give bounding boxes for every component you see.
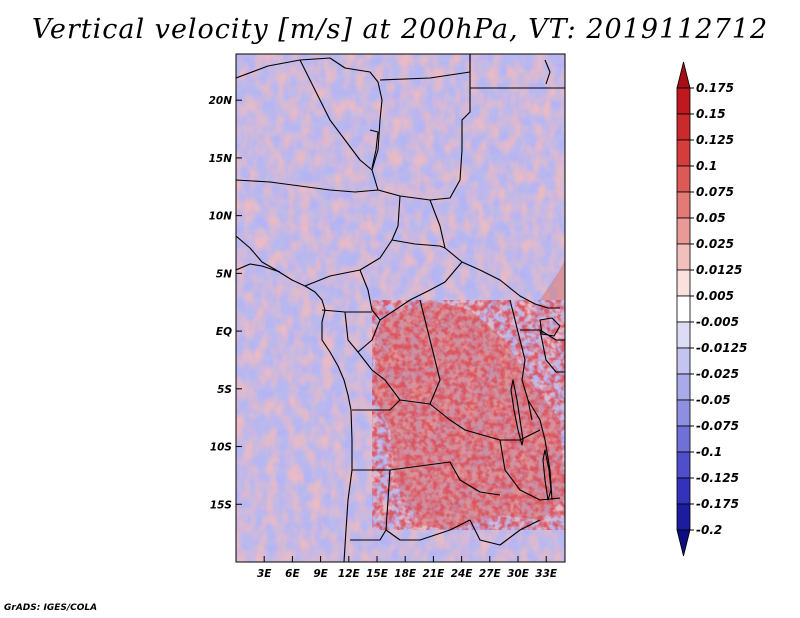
vertical-velocity-field	[236, 54, 565, 562]
lon-tick-label: 21E	[423, 568, 446, 580]
colorbar-label: -0.1	[696, 445, 722, 459]
gulf-coast-north	[236, 263, 281, 273]
lon-tick-label: 33E	[535, 568, 558, 580]
longitude-axis: 3E 6E 9E 12E 15E 18E 21E 24E 27E 30E 33E	[257, 556, 558, 580]
colorbar-swatch	[676, 139, 691, 167]
colorbar-swatch	[676, 165, 691, 193]
colorbar-label: 0.075	[696, 185, 734, 199]
lon-tick-label: 12E	[338, 568, 361, 580]
colorbar-label: -0.125	[696, 471, 739, 485]
sahara-borders	[236, 57, 383, 191]
colorbar-swatch	[676, 373, 691, 401]
colorbar-swatch	[676, 425, 691, 453]
colorbar-label: 0.025	[696, 237, 734, 251]
colorbar-swatch	[676, 347, 691, 375]
colorbar-label: 0.125	[696, 133, 734, 147]
strong-ascent-region	[372, 260, 565, 530]
lat-tick-label: 10N	[209, 211, 233, 223]
map-frame	[235, 53, 566, 563]
colorbar-swatch	[676, 269, 691, 297]
lat-tick-label: EQ	[216, 326, 232, 338]
colorbar-label: -0.075	[696, 419, 739, 433]
colorbar-swatch	[676, 451, 691, 479]
colorbar-swatch	[676, 191, 691, 219]
lat-tick-label: 15S	[210, 499, 232, 511]
colorbar-swatch	[676, 295, 691, 323]
lake-malawi	[542, 449, 552, 501]
colorbar-label: -0.2	[696, 523, 722, 537]
colorbar-swatch	[676, 503, 691, 531]
lat-tick-label: 5S	[217, 384, 232, 396]
lon-tick-label: 9E	[313, 568, 328, 580]
colorbar-swatch	[676, 113, 691, 141]
lon-tick-label: 18E	[394, 568, 417, 580]
lake-tanganyika	[510, 379, 524, 446]
colorbar-label: 0.15	[696, 107, 726, 121]
colorbar-swatch	[676, 321, 691, 349]
lat-tick-label: 20N	[209, 95, 233, 107]
lon-tick-label: 27E	[479, 568, 502, 580]
lon-tick-label: 6E	[285, 568, 300, 580]
lon-tick-label: 3E	[257, 568, 272, 580]
colorbar-swatch	[676, 217, 691, 245]
colorbar-label: -0.0125	[696, 341, 747, 355]
coastlines-borders	[236, 54, 565, 562]
colorbar-swatch	[676, 87, 691, 115]
lon-tick-label: 24E	[451, 568, 474, 580]
lon-tick-label: 15E	[366, 568, 389, 580]
map-title: Vertical velocity [m/s] at 200hPa, VT: 2…	[31, 14, 769, 45]
lat-tick-label: 5N	[216, 268, 232, 280]
colorbar-swatch	[676, 61, 691, 89]
colorbar-label: 0.175	[696, 81, 734, 95]
colorbar-label: 0.0125	[696, 263, 742, 277]
lake-victoria	[539, 317, 561, 337]
colorbar-label: 0.05	[696, 211, 726, 225]
colorbar-label: 0.1	[696, 159, 717, 173]
colorbar-label: -0.05	[696, 393, 731, 407]
colorbar-swatch	[676, 529, 691, 557]
west-africa-coast	[236, 235, 353, 562]
lon-tick-label: 30E	[507, 568, 530, 580]
colorbar-label: 0.005	[696, 289, 734, 303]
latitude-axis: 20N 15N 10N 5N EQ 5S 10S 15S	[209, 95, 242, 511]
colorbar-swatch	[676, 399, 691, 427]
colorbar-swatch	[676, 477, 691, 505]
lat-tick-label: 15N	[209, 153, 233, 165]
credit-label: GrADS: IGES/COLA	[4, 603, 98, 613]
colorbar-swatch	[676, 243, 691, 271]
colorbar-label: -0.175	[696, 497, 739, 511]
colorbar: 0.175 0.15 0.125 0.1 0.075 0.05 0.025 0.0125 0.0…	[676, 61, 747, 557]
colorbar-label: -0.025	[696, 367, 739, 381]
colorbar-label: -0.005	[696, 315, 739, 329]
lat-tick-label: 10S	[210, 442, 232, 454]
